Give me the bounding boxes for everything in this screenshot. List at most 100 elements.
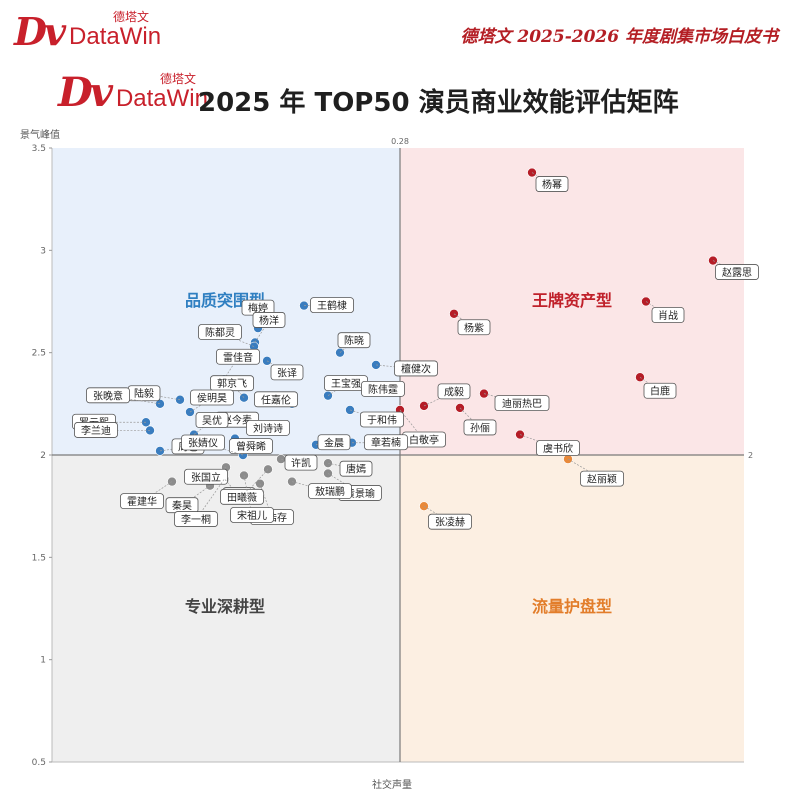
point-label: 唐嫣 — [346, 463, 366, 476]
label-box — [394, 360, 438, 377]
label-leader — [350, 383, 384, 390]
point-label: 雷佳音 — [223, 351, 253, 364]
label-box — [86, 387, 130, 404]
logo-en-text: DataWin — [69, 23, 162, 50]
report-title: 德塔文 2025-2026 年度剧集市场白皮书 — [460, 27, 778, 47]
label-box — [428, 513, 472, 530]
label-box — [184, 468, 228, 485]
point-label: 宋祖儿 — [237, 509, 267, 522]
point-label: 霍建华 — [127, 495, 157, 508]
label-box — [174, 511, 218, 527]
label-box — [220, 488, 264, 505]
datawin-mark-icon: Dv — [58, 69, 113, 116]
y-tick-label: 0.5 — [32, 758, 46, 768]
point-label: 李一桐 — [181, 513, 211, 526]
label-box — [457, 319, 491, 336]
point-label: 郭京飞 — [217, 377, 247, 390]
label-box — [361, 380, 405, 397]
label-box — [651, 307, 685, 323]
label-box — [229, 438, 273, 455]
point-label: 敖瑞鹏 — [315, 485, 345, 498]
point-label: 张凌赫 — [435, 516, 465, 529]
label-box — [494, 395, 550, 412]
label-box — [270, 364, 304, 381]
point-label: 张婧仪 — [188, 437, 218, 450]
label-box — [254, 391, 298, 408]
point-label: 张晚意 — [93, 389, 123, 402]
logo-cn-text: 德塔文 — [113, 10, 150, 24]
point-label: 吴优 — [202, 414, 222, 427]
label-box — [120, 493, 164, 510]
y-tick-label: 1 — [40, 656, 46, 666]
point-label: 虞书欣 — [543, 442, 573, 455]
point-label: 杨洋 — [259, 314, 279, 327]
datawin-logo-top: Dv 德塔文 DataWin — [14, 8, 161, 51]
label-box — [252, 312, 286, 328]
point-label: 陈伟霆 — [368, 383, 398, 396]
point-label: 孙俪 — [470, 421, 490, 434]
quadrant-label: 专业深耕型 — [185, 597, 265, 616]
label-box — [284, 454, 318, 471]
label-box — [74, 422, 118, 438]
datawin-mark-icon: Dv — [14, 9, 66, 54]
point-label: 肖战 — [658, 309, 678, 322]
point-label: 赵丽颖 — [587, 473, 617, 486]
label-box — [190, 389, 234, 406]
x-axis-label: 社交声量 — [372, 780, 412, 791]
label-box — [535, 176, 569, 192]
point-label: 赵今麦 — [222, 414, 252, 427]
label-box — [360, 411, 404, 428]
point-label: 迪丽热巴 — [502, 397, 542, 410]
point-label: 陈晓 — [344, 334, 364, 347]
point-label: 王鹤棣 — [317, 299, 347, 312]
label-leader — [259, 483, 273, 518]
label-box — [437, 383, 471, 400]
quadrant-bg — [52, 455, 400, 762]
y-divider-label: 2 — [748, 451, 753, 460]
point-label: 田曦薇 — [227, 491, 257, 504]
y-tick-label: 2 — [40, 451, 46, 461]
logo-en-text: DataWin — [115, 85, 208, 112]
label-box — [310, 297, 354, 313]
point-label: 杨紫 — [464, 321, 484, 334]
label-box — [715, 264, 759, 280]
quadrant-bg — [400, 455, 744, 762]
label-box — [339, 460, 373, 477]
point-label: 张国立 — [191, 471, 221, 484]
y-tick-label: 2.5 — [32, 349, 46, 359]
point-label: 檀健次 — [401, 362, 431, 375]
label-box — [216, 348, 260, 365]
y-tick-label: 1.5 — [32, 553, 46, 563]
point-label: 陆毅 — [134, 387, 154, 400]
label-box — [308, 483, 352, 500]
label-box — [643, 382, 677, 399]
point-label: 于和伟 — [367, 413, 397, 426]
label-box — [580, 470, 624, 487]
point-label: 成毅 — [444, 385, 464, 398]
quadrant-label: 流量护盘型 — [532, 597, 612, 616]
point-label: 梅婷 — [248, 302, 268, 315]
point-label: 秦昊 — [172, 499, 192, 512]
point-label: 侯明昊 — [197, 392, 227, 405]
point-label: 章若楠 — [371, 436, 401, 449]
label-leader — [143, 393, 181, 401]
chart-title: 2025 年 TOP50 演员商业效能评估矩阵 — [198, 88, 679, 118]
point-label: 刘诗诗 — [253, 422, 283, 435]
label-box — [195, 412, 229, 428]
point-label: 赵露思 — [722, 266, 752, 279]
point-label: 白鹿 — [650, 385, 670, 398]
y-tick-label: 3.5 — [32, 144, 46, 154]
quadrant-label: 王牌资产型 — [532, 291, 612, 310]
logo-cn-text: 德塔文 — [159, 72, 196, 86]
point-label: 陈都灵 — [205, 326, 235, 339]
quadrant-bg — [400, 148, 744, 455]
point-label: 杨幂 — [542, 178, 562, 191]
label-leader — [195, 479, 225, 520]
point-label: 黄景瑜 — [345, 487, 375, 500]
label-box — [317, 434, 351, 451]
label-box — [246, 419, 290, 436]
label-box — [198, 324, 242, 340]
label-box — [230, 507, 274, 523]
point-label: 张译 — [277, 367, 297, 379]
